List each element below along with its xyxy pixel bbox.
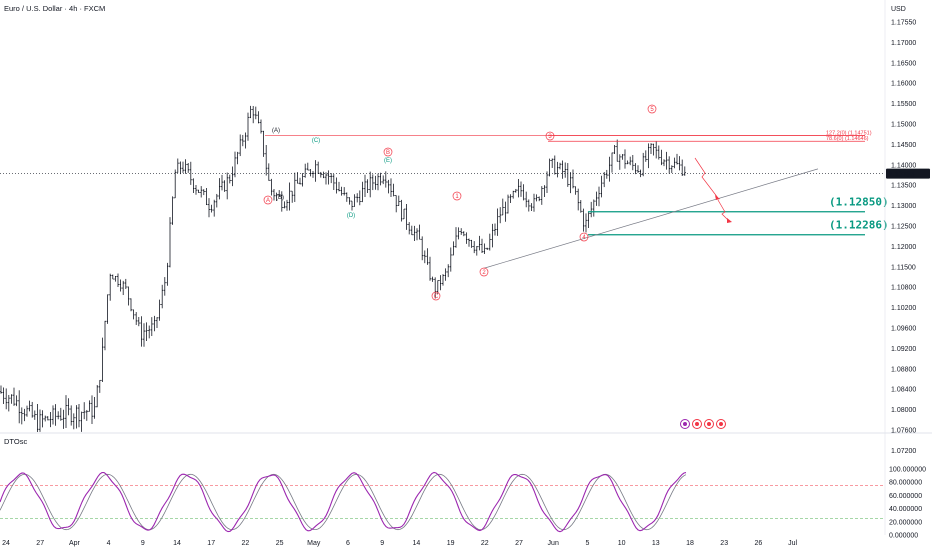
date-tick-label: 6	[346, 540, 350, 547]
date-tick-label: 25	[276, 540, 284, 547]
price-tick-label: 1.08800	[891, 366, 916, 373]
wave-label-circle	[431, 291, 441, 301]
date-tick-label: 14	[173, 540, 181, 547]
date-tick-label: Apr	[69, 540, 81, 547]
date-tick-label: 4	[107, 540, 111, 547]
date-tick-label: 18	[686, 540, 694, 547]
wave-label-circle	[452, 191, 462, 201]
chart-title: Euro / U.S. Dollar · 4h · FXCM	[4, 4, 105, 13]
wave-label-circle	[479, 267, 489, 277]
wave-label: (D)	[347, 213, 355, 219]
price-tick-label: 1.07200	[891, 448, 916, 455]
price-tick-label: 1.12500	[891, 224, 916, 231]
wave-label: 1	[455, 194, 459, 200]
projection-path-1	[694, 157, 719, 199]
date-tick-label: 22	[242, 540, 250, 547]
wave-label: (A)	[272, 128, 280, 134]
date-tick-label: 26	[755, 540, 763, 547]
event-icon-dot	[695, 422, 699, 426]
date-tick-label: 13	[652, 540, 660, 547]
target-level-label: (1.12850)	[829, 196, 889, 209]
price-tick-label: 1.10200	[891, 305, 916, 312]
date-tick-label: 10	[618, 540, 626, 547]
date-tick-label: 9	[141, 540, 145, 547]
price-tick-label: 1.10800	[891, 285, 916, 292]
wave-label-circle	[579, 232, 589, 242]
price-tick-label: 1.09600	[891, 326, 916, 333]
wave-label-circle	[263, 195, 273, 205]
date-tick-label: 22	[481, 540, 489, 547]
osc-tick-label: 100.000000	[889, 467, 926, 474]
wave-label: 4	[582, 235, 586, 241]
event-icon-dot	[683, 422, 687, 426]
price-tick-label: 1.16000	[891, 81, 916, 88]
annotations: 127.2(0) (1.14751)78.6(0) (1.14646) (1.12…	[263, 104, 889, 429]
wave-label: (C)	[312, 138, 320, 144]
date-tick-label: 9	[380, 540, 384, 547]
projection-path-2	[717, 199, 731, 223]
wave-label-circle	[383, 147, 393, 157]
wave-label: B	[386, 150, 390, 156]
osc-tick-label: 0.000000	[889, 533, 918, 540]
price-candles	[0, 105, 686, 432]
price-tick-label: 1.07600	[891, 428, 916, 435]
oscillator-pane	[0, 432, 932, 533]
event-icon-dot	[707, 422, 711, 426]
price-tick-label: 1.17000	[891, 40, 916, 47]
osc-tick-label: 60.000000	[889, 493, 922, 500]
date-tick-label: 17	[207, 540, 215, 547]
wave-label: 5	[650, 107, 654, 113]
date-tick-label: May	[307, 540, 321, 547]
date-tick-label: Jul	[788, 540, 797, 547]
support-trendline	[483, 168, 819, 269]
osc-tick-label: 20.000000	[889, 519, 922, 526]
price-tick-label: 1.15000	[891, 122, 916, 129]
current-price-tag	[886, 168, 930, 179]
date-tick-label: 19	[447, 540, 455, 547]
price-tick-label: 1.13000	[891, 203, 916, 210]
price-tick-label: 1.08400	[891, 387, 916, 394]
price-tick-label: 1.14000	[891, 162, 916, 169]
arrow-head	[715, 195, 720, 200]
date-tick-label: Jun	[548, 540, 559, 547]
wave-label-circle	[647, 104, 657, 114]
osc-fast-line	[0, 471, 687, 533]
arrow-head	[727, 218, 732, 223]
price-tick-label: 1.08000	[891, 407, 916, 414]
price-tick-label: 1.16500	[891, 60, 916, 67]
event-icon-dot	[719, 422, 723, 426]
currency-label: USD	[891, 6, 906, 13]
date-tick-label: 24	[2, 540, 10, 547]
price-tick-label: 1.13500	[891, 183, 916, 190]
price-tick-label: 1.15500	[891, 101, 916, 108]
date-tick-label: 23	[720, 540, 728, 547]
date-tick-label: 14	[413, 540, 421, 547]
price-tick-label: 1.12000	[891, 244, 916, 251]
date-tick-label: 5	[585, 540, 589, 547]
osc-slow-line	[0, 473, 687, 531]
target-level-label: (1.12286)	[829, 219, 889, 232]
fib-level-label: 78.6(0) (1.14646)	[826, 136, 869, 142]
wave-label-circle	[545, 131, 555, 141]
date-tick-label: 27	[36, 540, 44, 547]
price-tick-label: 1.17550	[891, 20, 916, 27]
osc-tick-label: 40.000000	[889, 506, 922, 513]
wave-label: A	[266, 198, 270, 204]
current-price-label: 1.13785	[889, 172, 914, 179]
wave-label: (B)	[276, 195, 284, 201]
indicator-name: DTOsc	[4, 437, 27, 446]
wave-label: C	[434, 294, 439, 300]
wave-label: 2	[482, 270, 486, 276]
price-tick-label: 1.11500	[891, 264, 916, 271]
fib-level-label: 127.2(0) (1.14751)	[826, 131, 872, 137]
wave-label: (E)	[384, 158, 392, 164]
osc-tick-label: 80.000000	[889, 480, 922, 487]
price-tick-label: 1.09200	[891, 346, 916, 353]
wave-label: 3	[548, 134, 552, 140]
price-tick-label: 1.14500	[891, 142, 916, 149]
date-tick-label: 27	[515, 540, 523, 547]
